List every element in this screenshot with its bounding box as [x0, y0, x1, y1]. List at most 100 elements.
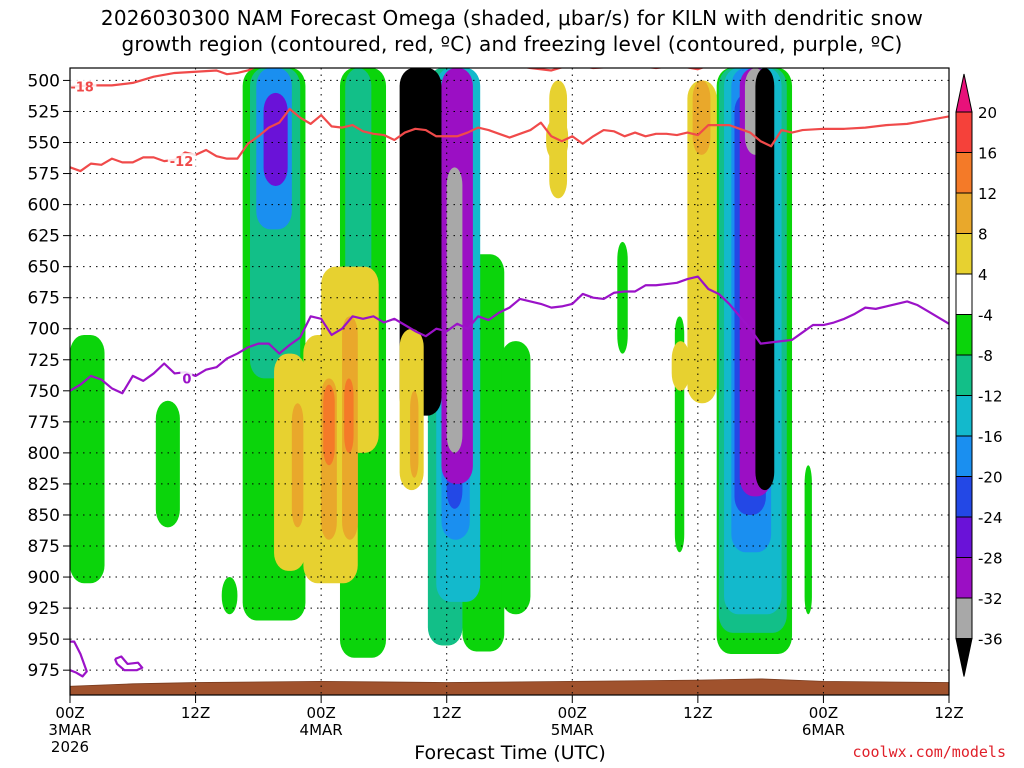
contour-label-bg	[180, 370, 193, 386]
x-tick-label: 00Z	[55, 704, 84, 722]
omega-cell	[344, 378, 354, 453]
colorbar-label: -8	[978, 347, 993, 365]
colorbar-label: 16	[978, 145, 997, 163]
omega-shading-layer	[70, 68, 812, 658]
x-tick-label: 12Z	[683, 704, 712, 722]
contour-label: -12	[170, 155, 194, 170]
y-tick-label: 975	[28, 661, 60, 681]
x-tick-date: 3MAR	[48, 721, 91, 739]
colorbar-label: 20	[978, 104, 997, 122]
x-axis-title-wrap: Forecast Time (UTC)	[0, 742, 1024, 764]
x-tick-date: 4MAR	[300, 721, 343, 739]
colorbar-arrow-top	[955, 73, 973, 113]
colorbar-label: -4	[978, 307, 993, 325]
colorbar-label: -24	[978, 509, 1003, 527]
x-tick-label: 00Z	[306, 704, 335, 722]
omega-cell	[671, 341, 690, 391]
x-tick-label: 12Z	[181, 704, 210, 722]
contour-line	[113, 655, 144, 672]
chart-title-line-1: 2026030300 NAM Forecast Omega (shaded, μ…	[100, 6, 924, 30]
colorbar-box	[955, 395, 973, 437]
y-tick-label: 925	[28, 599, 60, 619]
y-tick-label: 650	[28, 258, 60, 278]
colorbar-label: -20	[978, 469, 1003, 487]
colorbar-label: 12	[978, 185, 997, 203]
colorbar-label: -32	[978, 590, 1003, 608]
contour-line	[70, 640, 88, 678]
y-tick-label: 850	[28, 506, 60, 526]
y-tick-label: 500	[28, 71, 60, 91]
x-tick-label: 12Z	[934, 704, 963, 722]
omega-cell	[804, 465, 812, 615]
omega-cell	[70, 334, 105, 584]
y-tick-label: 600	[28, 196, 60, 216]
y-tick-label: 700	[28, 320, 60, 340]
y-tick-label: 825	[28, 475, 60, 495]
x-axis-title: Forecast Time (UTC)	[414, 742, 606, 764]
contour-line	[70, 68, 705, 88]
contour-line	[70, 275, 949, 395]
x-tick-label: 00Z	[558, 704, 587, 722]
y-tick-label: 800	[28, 444, 60, 464]
omega-cell	[323, 384, 335, 466]
colorbar-box	[955, 435, 973, 477]
y-tick-label: 900	[28, 568, 60, 588]
colorbar-box	[955, 476, 973, 518]
omega-cell	[263, 92, 288, 186]
colorbar-box	[955, 516, 973, 558]
x-tick-label: 12Z	[432, 704, 461, 722]
colorbar-box	[955, 354, 973, 396]
colorbar-box	[955, 111, 973, 153]
y-tick-label: 725	[28, 351, 60, 371]
colorbar-box	[955, 233, 973, 275]
y-tick-label: 675	[28, 289, 60, 309]
y-tick-label: 775	[28, 413, 60, 433]
y-tick-label: 950	[28, 630, 60, 650]
y-tick-label: 525	[28, 102, 60, 122]
omega-cell	[221, 577, 238, 615]
omega-cell	[692, 80, 711, 155]
colorbar-box	[955, 192, 973, 234]
omega-cell	[687, 80, 717, 404]
omega-cell	[291, 403, 304, 528]
y-tick-label: 875	[28, 537, 60, 557]
y-tick-label: 750	[28, 382, 60, 402]
x-tick-date: 6MAR	[802, 721, 845, 739]
contour-label-bg	[70, 78, 97, 94]
omega-cell	[501, 341, 531, 615]
y-tick-label: 625	[28, 227, 60, 247]
colorbar-box	[955, 273, 973, 315]
plot-frame	[69, 67, 950, 696]
colorbar-arrow-bottom	[955, 638, 973, 677]
x-tick-date: 5MAR	[551, 721, 594, 739]
y-tick-label: 550	[28, 133, 60, 153]
colorbar-label: -16	[978, 428, 1003, 446]
y-axis: 500 525 550 575 600 625 650 675 700 725 750 775 800 8…	[28, 71, 70, 681]
colorbar-label: -12	[978, 388, 1003, 406]
colorbar-box	[955, 557, 973, 599]
credit-text: coolwx.com/models	[852, 743, 1006, 761]
contour-line	[70, 107, 949, 173]
y-tick-label: 575	[28, 165, 60, 185]
omega-cell	[410, 390, 419, 478]
x-tick-year: 2026	[51, 738, 89, 756]
omega-cell	[155, 400, 180, 528]
colorbar: 20 16 12 8 4 -4 -8 -12 -16 -20 -24 -28 -32 -36	[955, 73, 1003, 677]
x-tick-label: 00Z	[809, 704, 838, 722]
omega-cell	[755, 68, 775, 491]
colorbar-label: 8	[978, 226, 988, 244]
ground-layer	[70, 678, 949, 695]
contour-label: -18	[70, 81, 94, 96]
colorbar-label: -36	[978, 631, 1003, 649]
colorbar-box	[955, 314, 973, 356]
colorbar-label: 4	[978, 266, 988, 284]
contour-layer: -18 -12 0	[70, 68, 949, 678]
contour-label: 0	[182, 372, 191, 387]
contour-label-bg	[167, 153, 196, 169]
colorbar-box	[955, 597, 973, 639]
chart-title-line-2: growth region (contoured, red, ºC) and f…	[121, 32, 903, 56]
omega-cell	[446, 167, 463, 453]
ground-surface	[70, 678, 949, 695]
